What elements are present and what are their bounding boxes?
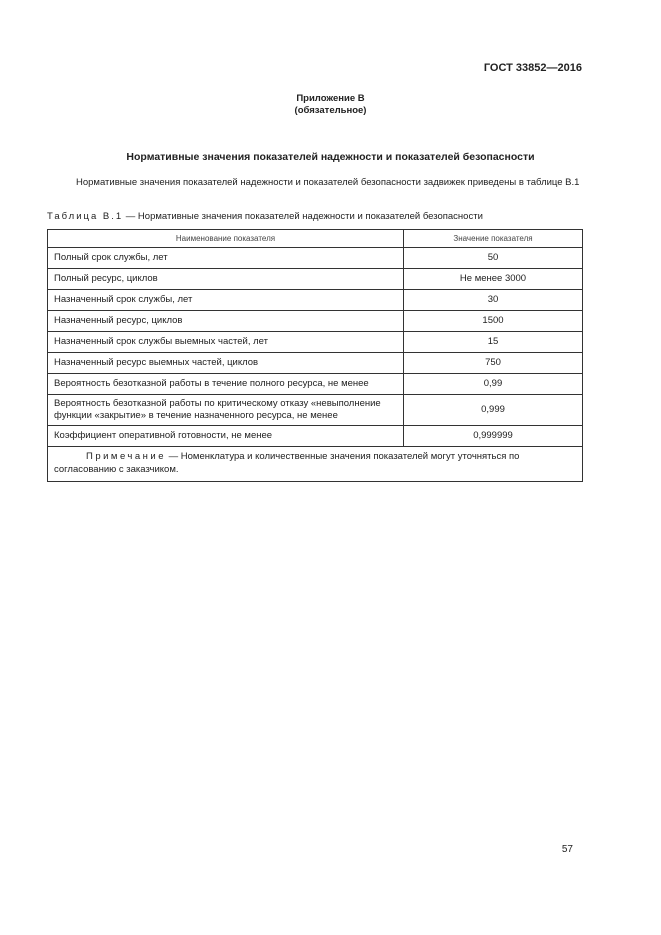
table-row: Полный срок службы, лет 50 bbox=[47, 247, 583, 269]
table-row: Коэффициент оперативной готовности, не м… bbox=[47, 425, 583, 447]
table-note-row: Примечание — Номенклатура и количественн… bbox=[47, 446, 583, 482]
indicator-value: 1500 bbox=[403, 310, 583, 332]
intro-paragraph: Нормативные значения показателей надежно… bbox=[76, 177, 580, 188]
indicator-value: 0,99 bbox=[403, 373, 583, 395]
indicator-value: 50 bbox=[403, 247, 583, 269]
section-title: Нормативные значения показателей надежно… bbox=[126, 151, 535, 163]
reliability-table: Наименование показателя Значение показат… bbox=[47, 229, 583, 482]
indicator-name: Полный ресурс, циклов bbox=[47, 268, 404, 290]
table-note: Примечание — Номенклатура и количественн… bbox=[47, 446, 583, 482]
table-row: Вероятность безотказной работы в течение… bbox=[47, 373, 583, 395]
appendix-status: (обязательное) bbox=[294, 105, 367, 116]
page-number: 57 bbox=[561, 844, 573, 855]
table-row: Назначенный срок службы выемных частей, … bbox=[47, 331, 583, 353]
appendix-heading: Приложение В (обязательное) bbox=[0, 93, 661, 117]
indicator-value: 15 bbox=[403, 331, 583, 353]
standard-number: ГОСТ 33852—2016 bbox=[483, 62, 582, 74]
indicator-name: Коэффициент оперативной готовности, не м… bbox=[47, 425, 404, 447]
table-header-row: Наименование показателя Значение показат… bbox=[47, 229, 583, 248]
indicator-value: 0,999 bbox=[403, 394, 583, 426]
indicator-name: Вероятность безотказной работы по критич… bbox=[47, 394, 404, 426]
table-row: Назначенный срок службы, лет 30 bbox=[47, 289, 583, 311]
table-row: Назначенный ресурс выемных частей, цикло… bbox=[47, 352, 583, 374]
table-row: Полный ресурс, циклов Не менее 3000 bbox=[47, 268, 583, 290]
indicator-value: 0,999999 bbox=[403, 425, 583, 447]
table-row: Вероятность безотказной работы по критич… bbox=[47, 394, 583, 426]
table-caption: Таблица В.1 — Нормативные значения показ… bbox=[47, 211, 483, 222]
indicator-name: Назначенный срок службы выемных частей, … bbox=[47, 331, 404, 353]
caption-prefix: Таблица В.1 bbox=[47, 211, 124, 222]
indicator-value: 30 bbox=[403, 289, 583, 311]
appendix-title: Приложение В bbox=[296, 93, 365, 104]
indicator-name: Назначенный ресурс, циклов bbox=[47, 310, 404, 332]
note-text: — Номенклатура и количественные значения… bbox=[54, 451, 520, 475]
indicator-name: Вероятность безотказной работы в течение… bbox=[47, 373, 404, 395]
caption-text: — Нормативные значения показателей надеж… bbox=[123, 211, 483, 222]
indicator-value: 750 bbox=[403, 352, 583, 374]
column-header: Значение показателя bbox=[403, 229, 583, 248]
table-row: Назначенный ресурс, циклов 1500 bbox=[47, 310, 583, 332]
note-label: Примечание bbox=[86, 451, 166, 462]
indicator-name: Полный срок службы, лет bbox=[47, 247, 404, 269]
column-header: Наименование показателя bbox=[47, 229, 404, 248]
indicator-value: Не менее 3000 bbox=[403, 268, 583, 290]
indicator-name: Назначенный срок службы, лет bbox=[47, 289, 404, 311]
indicator-name: Назначенный ресурс выемных частей, цикло… bbox=[47, 352, 404, 374]
